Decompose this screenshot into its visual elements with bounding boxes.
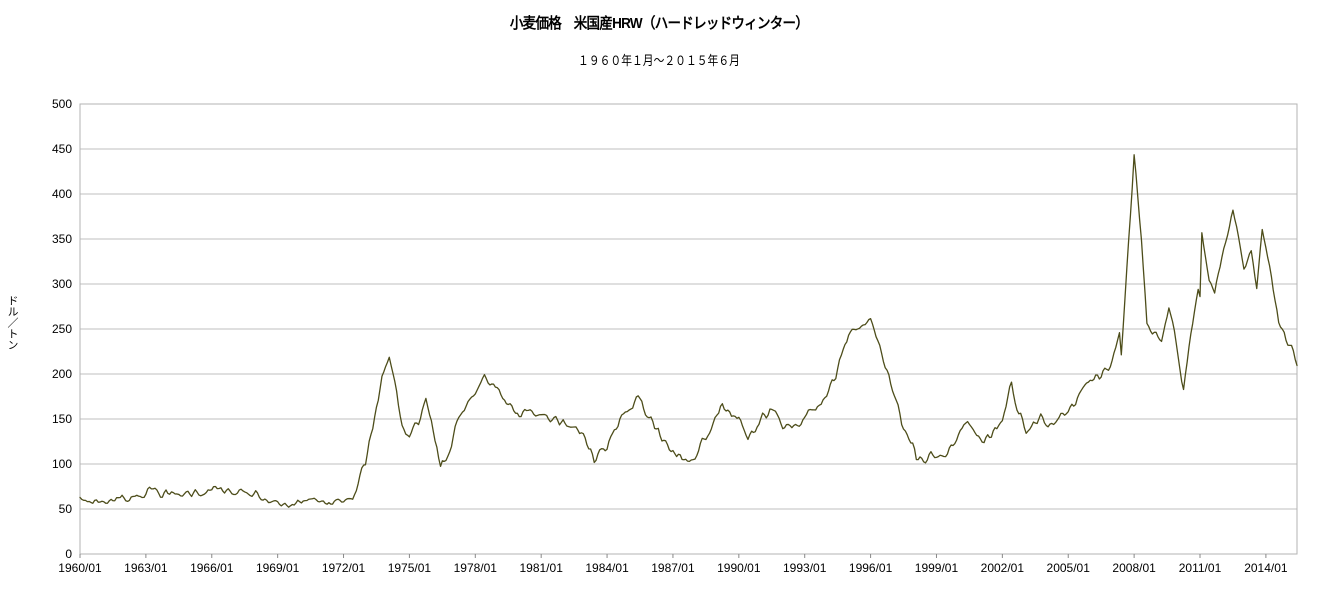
svg-text:1996/01: 1996/01: [849, 561, 893, 575]
svg-text:1981/01: 1981/01: [519, 561, 563, 575]
svg-text:1972/01: 1972/01: [322, 561, 366, 575]
svg-text:1999/01: 1999/01: [915, 561, 959, 575]
svg-text:150: 150: [52, 412, 72, 426]
svg-text:350: 350: [52, 232, 72, 246]
svg-text:1960/01: 1960/01: [58, 561, 102, 575]
svg-text:1969/01: 1969/01: [256, 561, 300, 575]
svg-text:1966/01: 1966/01: [190, 561, 234, 575]
svg-text:1975/01: 1975/01: [388, 561, 432, 575]
svg-text:250: 250: [52, 322, 72, 336]
svg-text:400: 400: [52, 187, 72, 201]
svg-text:500: 500: [52, 97, 72, 111]
svg-text:1993/01: 1993/01: [783, 561, 827, 575]
svg-text:1963/01: 1963/01: [124, 561, 168, 575]
svg-text:2008/01: 2008/01: [1112, 561, 1156, 575]
svg-text:2005/01: 2005/01: [1047, 561, 1091, 575]
svg-text:200: 200: [52, 367, 72, 381]
svg-text:1984/01: 1984/01: [585, 561, 629, 575]
svg-text:450: 450: [52, 142, 72, 156]
svg-text:0: 0: [65, 547, 72, 561]
svg-text:1987/01: 1987/01: [651, 561, 695, 575]
svg-text:300: 300: [52, 277, 72, 291]
svg-text:2002/01: 2002/01: [981, 561, 1025, 575]
svg-text:1990/01: 1990/01: [717, 561, 761, 575]
svg-text:1978/01: 1978/01: [454, 561, 498, 575]
svg-text:2011/01: 2011/01: [1179, 561, 1222, 575]
svg-text:100: 100: [52, 457, 72, 471]
svg-text:2014/01: 2014/01: [1244, 561, 1288, 575]
svg-text:50: 50: [59, 502, 73, 516]
